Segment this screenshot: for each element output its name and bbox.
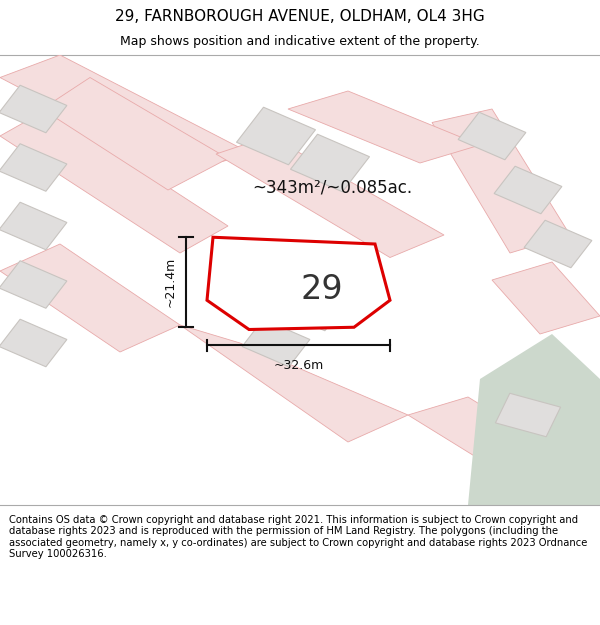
Polygon shape: [0, 85, 67, 132]
Polygon shape: [216, 136, 444, 258]
Polygon shape: [408, 397, 570, 478]
Polygon shape: [494, 166, 562, 214]
Polygon shape: [524, 220, 592, 268]
Text: Map shows position and indicative extent of the property.: Map shows position and indicative extent…: [120, 35, 480, 48]
Polygon shape: [458, 112, 526, 160]
Polygon shape: [0, 144, 67, 191]
Polygon shape: [278, 283, 346, 331]
Polygon shape: [468, 334, 600, 505]
Text: ~343m²/~0.085ac.: ~343m²/~0.085ac.: [252, 179, 412, 197]
Polygon shape: [0, 261, 67, 308]
Polygon shape: [242, 319, 310, 367]
Text: 29, FARNBOROUGH AVENUE, OLDHAM, OL4 3HG: 29, FARNBOROUGH AVENUE, OLDHAM, OL4 3HG: [115, 9, 485, 24]
Polygon shape: [288, 91, 480, 163]
Polygon shape: [242, 248, 310, 295]
Text: ~32.6m: ~32.6m: [274, 359, 323, 372]
Text: ~21.4m: ~21.4m: [164, 257, 177, 308]
Polygon shape: [0, 319, 67, 367]
Polygon shape: [432, 109, 570, 253]
Polygon shape: [0, 109, 228, 253]
Polygon shape: [290, 134, 370, 192]
Polygon shape: [0, 244, 180, 352]
Polygon shape: [207, 238, 390, 329]
Polygon shape: [180, 325, 408, 442]
Text: 29: 29: [301, 273, 343, 306]
Polygon shape: [42, 78, 228, 190]
Polygon shape: [0, 55, 252, 172]
Polygon shape: [236, 107, 316, 165]
Polygon shape: [492, 262, 600, 334]
Polygon shape: [0, 202, 67, 250]
Polygon shape: [496, 393, 560, 437]
Text: Contains OS data © Crown copyright and database right 2021. This information is : Contains OS data © Crown copyright and d…: [9, 514, 587, 559]
